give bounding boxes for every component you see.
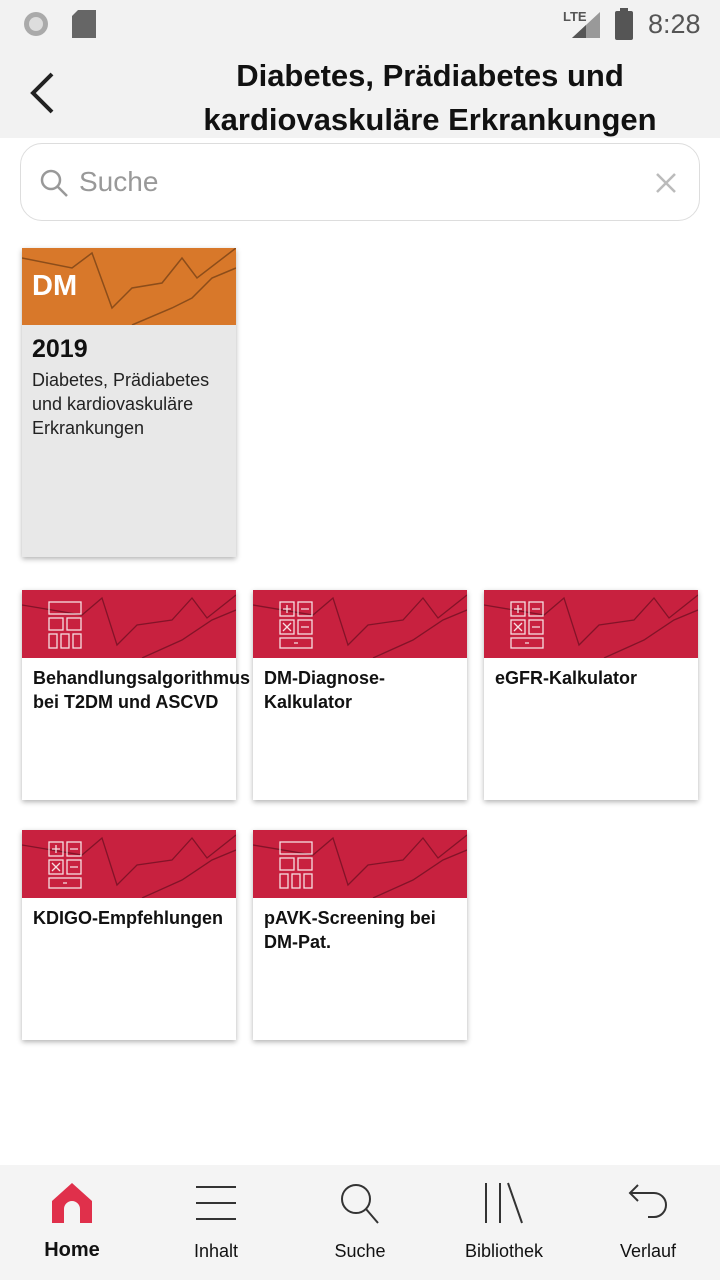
- clear-icon[interactable]: [655, 172, 677, 194]
- nav-home[interactable]: Home: [0, 1165, 144, 1280]
- home-icon: [52, 1183, 92, 1223]
- nav-bibliothek[interactable]: Bibliothek: [432, 1165, 576, 1280]
- flowchart-icon: [48, 601, 82, 649]
- nav-suche[interactable]: Suche: [288, 1165, 432, 1280]
- tool-card[interactable]: Behandlungsalgorithmus bei T2DM und ASCV…: [22, 590, 251, 800]
- sync-icon: [24, 12, 48, 36]
- calculator-icon: [48, 841, 82, 889]
- search-input[interactable]: Suche: [20, 143, 700, 221]
- bottom-nav: Home Inhalt Suche Bibliothek Verlauf: [0, 1165, 720, 1280]
- search-icon: [341, 1184, 379, 1224]
- tool-card[interactable]: DM-Diagnose-Kalkulator: [253, 590, 467, 800]
- ecg-pattern-icon: [484, 594, 698, 658]
- flowchart-icon: [279, 841, 313, 889]
- tool-card-title: Behandlungsalgorithmus bei T2DM und ASCV…: [33, 668, 251, 712]
- network-type: LTE: [563, 9, 587, 24]
- tool-card[interactable]: pAVK-Screening bei DM-Pat.: [253, 830, 467, 1040]
- tool-card-image: [484, 590, 698, 658]
- page-title: Diabetes, Prädiabetes und kardiovaskulär…: [203, 58, 657, 137]
- tool-card-image: [253, 590, 467, 658]
- app-header: Diabetes, Prädiabetes und kardiovaskulär…: [0, 48, 720, 138]
- status-bar: LTE 8:28: [0, 0, 720, 48]
- nav-verlauf[interactable]: Verlauf: [576, 1165, 720, 1280]
- nav-label: Home: [44, 1239, 100, 1261]
- nav-label: Bibliothek: [464, 1241, 544, 1261]
- calculator-icon: [510, 601, 544, 649]
- tool-card-title: pAVK-Screening bei DM-Pat.: [264, 908, 436, 952]
- tool-card-image: [253, 830, 467, 898]
- featured-card[interactable]: DM 2019 Diabetes, Prädiabetes und kardio…: [22, 248, 236, 557]
- tool-card-image: [22, 590, 236, 658]
- featured-year: 2019: [32, 335, 88, 363]
- search-placeholder: Suche: [79, 166, 159, 197]
- nav-label: Suche: [334, 1241, 386, 1261]
- signal-icon: [572, 12, 600, 38]
- tool-card-title: DM-Diagnose-Kalkulator: [264, 668, 385, 712]
- library-icon: [485, 1182, 523, 1224]
- ecg-pattern-icon: [253, 594, 467, 658]
- featured-badge: DM: [32, 270, 78, 302]
- search-icon: [40, 169, 68, 197]
- ecg-pattern-icon: [22, 594, 236, 658]
- ecg-pattern-icon: [22, 834, 236, 898]
- history-undo-icon: [628, 1184, 667, 1218]
- ecg-pattern-icon: [22, 248, 236, 325]
- nav-label: Inhalt: [193, 1241, 239, 1261]
- nav-inhalt[interactable]: Inhalt: [144, 1165, 288, 1280]
- clock: 8:28: [648, 9, 701, 39]
- calculator-icon: [279, 601, 313, 649]
- tool-card-image: [22, 830, 236, 898]
- ecg-pattern-icon: [253, 834, 467, 898]
- tool-card[interactable]: KDIGO-Empfehlungen: [22, 830, 236, 1040]
- tool-card-title: eGFR-Kalkulator: [495, 668, 638, 688]
- battery-icon: [615, 8, 633, 40]
- featured-card-image: DM: [22, 248, 236, 325]
- sd-card-icon: [72, 10, 96, 38]
- menu-icon: [196, 1186, 236, 1220]
- tool-card[interactable]: eGFR-Kalkulator: [484, 590, 698, 800]
- featured-description: Diabetes, Prädiabetes und kardiovaskulär…: [32, 370, 210, 438]
- back-arrow-icon[interactable]: [28, 70, 58, 116]
- tool-card-title: KDIGO-Empfehlungen: [33, 908, 223, 928]
- nav-label: Verlauf: [619, 1241, 677, 1261]
